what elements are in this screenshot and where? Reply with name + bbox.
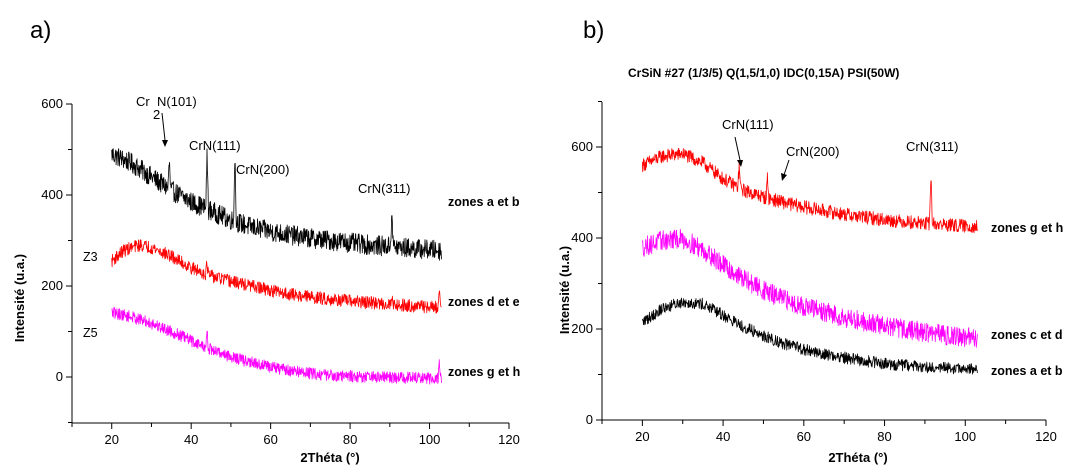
panel-a-series	[111, 148, 442, 385]
y-tick-label: 600	[571, 139, 593, 154]
side-label-z3: Z3	[83, 250, 98, 264]
panel-b-x-axis-label: 2Théta (°)	[828, 450, 887, 465]
annotation-b-crn-200-arrowhead	[781, 173, 787, 181]
series-line-zones-a-et-b	[642, 297, 978, 375]
x-tick-label: 100	[419, 432, 441, 447]
series-line-zones-g-et-h	[111, 306, 442, 385]
panel-b-ticks: 20 40 60 80 100 120 0 200 400 600	[571, 101, 1057, 444]
panel-a-ticks: 20 40 60 80 100 120 0 200 400 600	[41, 96, 520, 447]
annotation-cr2n-101-n: N(101)	[157, 94, 197, 109]
y-tick-label: 200	[41, 278, 63, 293]
series-label-b-zones-g-et-h: zones g et h	[991, 221, 1063, 235]
x-tick-label: 60	[263, 432, 277, 447]
annotation-crn-200: CrN(200)	[236, 162, 289, 177]
x-tick-label: 40	[184, 432, 198, 447]
x-tick-label: 80	[343, 432, 357, 447]
y-tick-label: 0	[56, 369, 63, 384]
series-label-b-zones-c-et-d: zones c et d	[991, 328, 1063, 342]
panel-a-x-axis-label: 2Théta (°)	[300, 450, 359, 465]
panel-a-peak-annotations: Cr N(101) 2 CrN(111) CrN(200) CrN(311)	[136, 94, 411, 196]
x-tick-label: 80	[877, 429, 891, 444]
y-tick-label: 600	[41, 96, 63, 111]
panel-b-label: b)	[583, 17, 604, 44]
panel-a-label: a)	[30, 17, 51, 44]
panel-b-y-axis-label: Intensité (u.a.)	[557, 246, 572, 334]
x-tick-label: 120	[498, 432, 520, 447]
series-line-zones-c-et-d	[642, 228, 978, 348]
series-line-zones-g-et-h	[642, 147, 978, 234]
annotation-cr2n-101-arrowhead	[162, 140, 168, 147]
annotation-b-crn-111-arrowhead	[737, 160, 743, 167]
series-label-a-zones-a-et-b: zones a et b	[448, 195, 520, 209]
series-label-a-zones-g-et-h: zones g et h	[448, 365, 520, 379]
annotation-crn-111: CrN(111)	[189, 138, 241, 153]
x-tick-label: 20	[635, 429, 649, 444]
panel-a-y-axis-label: Intensité (u.a.)	[12, 254, 27, 342]
panel-a: a) 20 40 60 80 100 120 0 200 400 600 2Théta (°) I…	[12, 17, 520, 465]
x-tick-label: 100	[954, 429, 976, 444]
annotation-b-crn-111-arrow	[734, 136, 741, 161]
series-label-a-zones-d-et-e: zones d et e	[448, 295, 520, 309]
series-label-b-zones-a-et-b: zones a et b	[991, 364, 1063, 378]
annotation-cr2n-101-arrow	[161, 112, 166, 141]
panel-b: b) CrSiN #27 (1/3/5) Q(1,5/1,0) IDC(0,15…	[557, 17, 1063, 465]
annotation-b-crn-311: CrN(311)	[906, 139, 959, 154]
series-line-zones-d-et-e	[111, 239, 442, 314]
annotation-b-crn-200: CrN(200)	[786, 144, 839, 159]
y-tick-label: 400	[41, 187, 63, 202]
annotation-crn-311: CrN(311)	[358, 181, 411, 196]
panel-b-title: CrSiN #27 (1/3/5) Q(1,5/1,0) IDC(0,15A) …	[628, 66, 899, 80]
side-label-z5: Z5	[83, 326, 98, 340]
y-tick-label: 200	[571, 321, 593, 336]
x-tick-label: 20	[104, 432, 118, 447]
annotation-b-crn-200-arrow	[783, 159, 790, 176]
x-tick-label: 40	[716, 429, 730, 444]
annotation-cr2n-101-cr: Cr	[136, 94, 150, 109]
y-tick-label: 400	[571, 230, 593, 245]
annotation-b-crn-111: CrN(111)	[722, 117, 774, 132]
panel-b-peak-annotations: CrN(111) CrN(200) CrN(311)	[722, 117, 959, 181]
x-tick-label: 120	[1035, 429, 1057, 444]
y-tick-label: 0	[586, 412, 593, 427]
annotation-cr2n-101-subscript: 2	[153, 107, 160, 122]
panel-b-series	[642, 147, 978, 375]
x-tick-label: 60	[797, 429, 811, 444]
series-line-zones-a-et-b	[111, 148, 442, 261]
